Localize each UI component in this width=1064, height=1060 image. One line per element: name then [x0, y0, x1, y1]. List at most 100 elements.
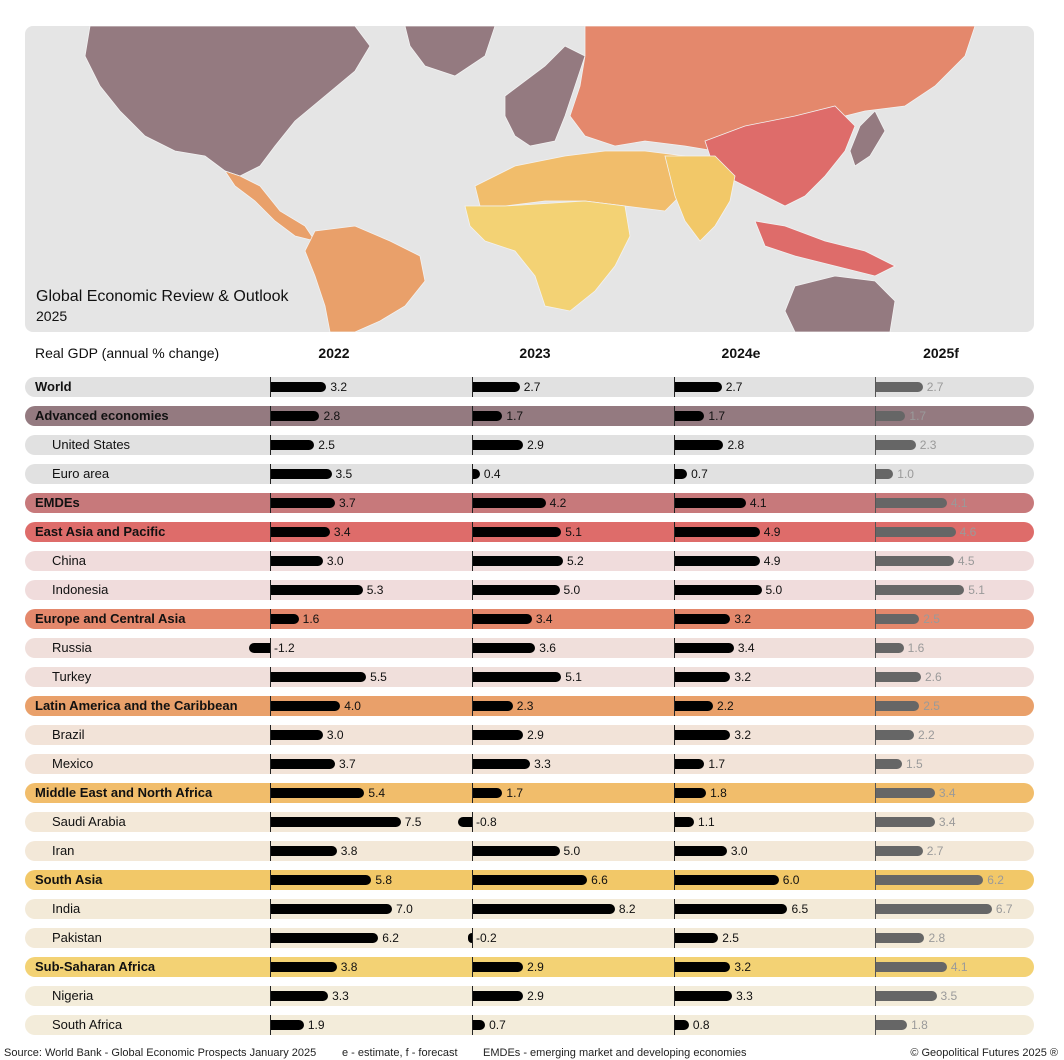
- value-label-sub-saharan-africa-2022: 3.8: [340, 960, 358, 974]
- map-region-japan: [849, 110, 886, 167]
- value-label-emdes-2022: 3.7: [339, 496, 356, 510]
- bar-middle-east-and-north-africa-2024e: [675, 788, 707, 798]
- value-label-pakistan-2022: 6.2: [382, 931, 399, 945]
- value-label-mexico-2023: 3.3: [534, 757, 551, 771]
- bar-south-asia-2023: [473, 875, 588, 885]
- axis-line-2023: [472, 522, 473, 542]
- axis-line-2024e: [674, 522, 675, 542]
- row-label-brazil: Brazil: [52, 727, 85, 742]
- value-label-mexico-2025f: 1.5: [905, 757, 923, 771]
- axis-line-2023: [472, 841, 473, 861]
- bar-south-africa-2024e: [675, 1020, 689, 1030]
- value-label-world-2022: 3.2: [330, 380, 348, 394]
- value-label-middle-east-and-north-africa-2025f: 3.4: [938, 786, 956, 800]
- axis-line-2022: [270, 783, 271, 803]
- value-label-saudi-arabia-2022: 7.5: [404, 815, 422, 829]
- value-label-china-2025f: 4.5: [957, 554, 975, 568]
- value-label-iran-2025f: 2.7: [926, 844, 944, 858]
- bar-brazil-2024e: [675, 730, 731, 740]
- value-label-mexico-2024e: 1.7: [708, 757, 726, 771]
- bar-turkey-2023: [473, 672, 562, 682]
- bar-mexico-2024e: [675, 759, 705, 769]
- value-label-south-africa-2025f: 1.8: [911, 1018, 928, 1032]
- axis-line-2023: [472, 638, 473, 658]
- axis-line-2023: [472, 464, 473, 484]
- bar-east-asia-and-pacific-2023: [473, 527, 562, 537]
- axis-line-2023: [472, 609, 473, 629]
- map-region-southeast-asia: [754, 220, 896, 277]
- axis-line-2023: [472, 899, 473, 919]
- bar-pakistan-2023: [468, 933, 472, 943]
- axis-line-2025f: [875, 406, 876, 426]
- axis-line-2025f: [875, 1015, 876, 1035]
- value-label-middle-east-and-north-africa-2023: 1.7: [506, 786, 524, 800]
- bar-emdes-2023: [473, 498, 546, 508]
- bar-nigeria-2023: [473, 991, 524, 1001]
- axis-line-2024e: [674, 435, 675, 455]
- axis-line-2022: [270, 435, 271, 455]
- value-label-iran-2022: 3.8: [340, 844, 358, 858]
- bar-united-states-2023: [473, 440, 524, 450]
- value-label-europe-and-central-asia-2023: 3.4: [535, 612, 553, 626]
- row-label-iran: Iran: [52, 843, 75, 858]
- value-label-india-2024e: 6.5: [791, 902, 809, 916]
- value-label-indonesia-2025f: 5.1: [968, 583, 985, 597]
- bar-south-asia-2025f: [876, 875, 984, 885]
- axis-line-2023: [472, 957, 473, 977]
- bar-saudi-arabia-2025f: [876, 817, 935, 827]
- value-label-world-2025f: 2.7: [926, 380, 944, 394]
- row-label-russia: Russia: [52, 640, 92, 655]
- axis-line-2023: [472, 725, 473, 745]
- value-label-russia-2022: -1.2: [274, 641, 295, 655]
- axis-line-2025f: [875, 435, 876, 455]
- value-label-euro-area-2024e: 0.7: [691, 467, 708, 481]
- axis-line-2022: [270, 928, 271, 948]
- bar-india-2022: [271, 904, 393, 914]
- axis-line-2025f: [875, 493, 876, 513]
- row-label-united-states: United States: [52, 437, 131, 452]
- axis-line-2022: [270, 696, 271, 716]
- bar-pakistan-2024e: [675, 933, 719, 943]
- row-label-emdes: EMDEs: [35, 495, 80, 510]
- row-label-latin-america-and-the-caribbean: Latin America and the Caribbean: [35, 698, 238, 713]
- value-label-east-asia-and-pacific-2022: 3.4: [333, 525, 351, 539]
- bar-east-asia-and-pacific-2025f: [876, 527, 956, 537]
- value-label-south-asia-2023: 6.6: [591, 873, 608, 887]
- bar-emdes-2024e: [675, 498, 746, 508]
- value-label-pakistan-2023: -0.2: [476, 931, 497, 945]
- value-label-saudi-arabia-2025f: 3.4: [938, 815, 956, 829]
- axis-line-2023: [472, 435, 473, 455]
- bar-mexico-2023: [473, 759, 531, 769]
- axis-line-2023: [472, 783, 473, 803]
- axis-line-2024e: [674, 667, 675, 687]
- row-label-south-asia: South Asia: [35, 872, 103, 887]
- value-label-india-2023: 8.2: [618, 902, 636, 916]
- axis-line-2024e: [674, 870, 675, 890]
- axis-line-2025f: [875, 551, 876, 571]
- value-label-india-2022: 7.0: [396, 902, 413, 916]
- value-label-nigeria-2023: 2.9: [527, 989, 544, 1003]
- axis-line-2024e: [674, 899, 675, 919]
- axis-line-2022: [270, 551, 271, 571]
- bar-south-africa-2023: [473, 1020, 486, 1030]
- bar-advanced-economies-2022: [271, 411, 320, 421]
- axis-line-2024e: [674, 493, 675, 513]
- value-label-brazil-2024e: 3.2: [734, 728, 752, 742]
- value-label-latin-america-and-the-caribbean-2024e: 2.2: [717, 699, 734, 713]
- bar-nigeria-2024e: [675, 991, 733, 1001]
- bar-mexico-2022: [271, 759, 335, 769]
- value-label-middle-east-and-north-africa-2024e: 1.8: [710, 786, 727, 800]
- value-label-world-2023: 2.7: [523, 380, 541, 394]
- axis-line-2025f: [875, 870, 876, 890]
- value-label-emdes-2023: 4.2: [549, 496, 567, 510]
- footer-legend: e - estimate, f - forecast: [342, 1047, 458, 1059]
- bar-turkey-2022: [271, 672, 367, 682]
- axis-line-2023: [472, 551, 473, 571]
- row-label-saudi-arabia: Saudi Arabia: [52, 814, 126, 829]
- axis-line-2022: [270, 754, 271, 774]
- bar-nigeria-2022: [271, 991, 329, 1001]
- value-label-turkey-2025f: 2.6: [924, 670, 942, 684]
- column-header-2023: 2023: [519, 345, 551, 361]
- bar-sub-saharan-africa-2024e: [675, 962, 731, 972]
- bar-brazil-2023: [473, 730, 524, 740]
